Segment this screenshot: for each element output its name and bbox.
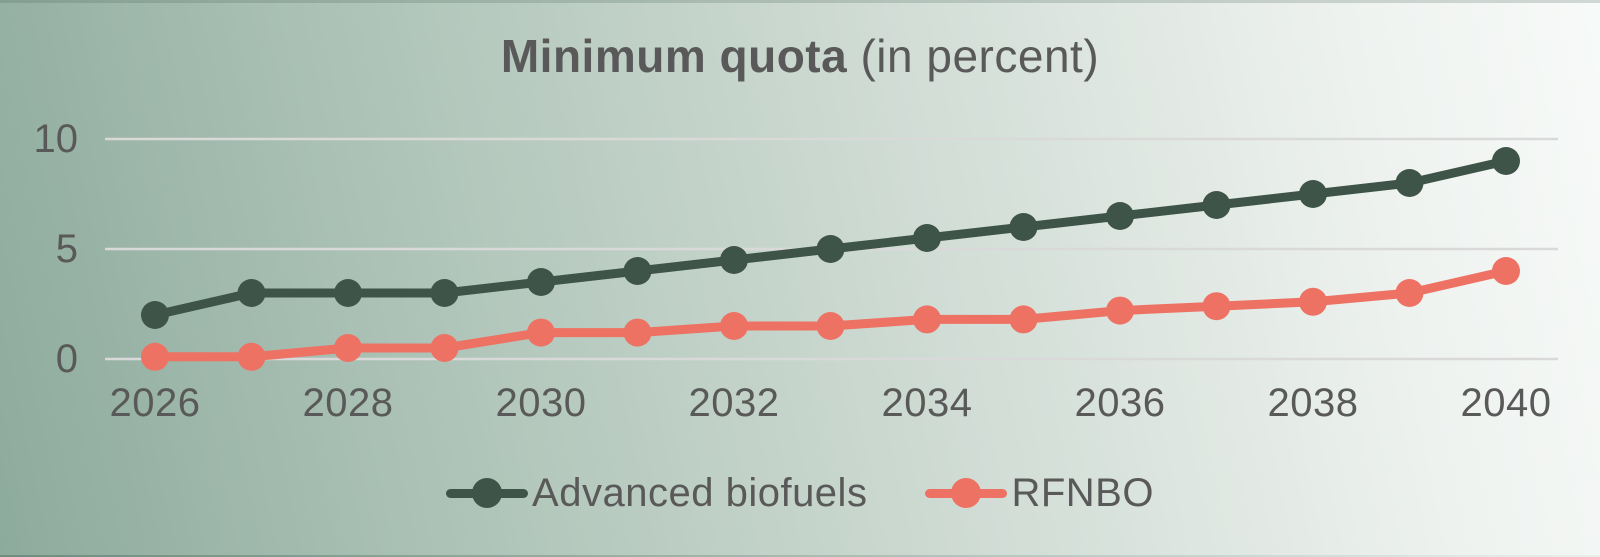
data-point-advanced-biofuels-2031: [623, 257, 652, 285]
data-point-rfnbo-2027: [237, 342, 266, 371]
series-lines: [141, 147, 1520, 371]
data-point-advanced-biofuels-2030: [527, 268, 555, 296]
x-tick-label-2040: 2040: [1460, 381, 1552, 425]
data-point-rfnbo-2029: [430, 334, 459, 362]
data-point-rfnbo-2030: [527, 318, 555, 347]
x-tick-label-2026: 2026: [109, 381, 201, 425]
legend-dot-advanced-biofuels: [472, 478, 503, 508]
legend-item-advanced-biofuels: Advanced biofuels: [446, 468, 867, 518]
data-point-advanced-biofuels-2029: [430, 279, 459, 307]
data-point-rfnbo-2036: [1106, 296, 1134, 325]
y-tick-label-10: 10: [33, 117, 79, 161]
chart-title: Minimum quota (in percent): [0, 26, 1600, 86]
data-point-rfnbo-2026: [141, 342, 169, 371]
data-point-advanced-biofuels-2036: [1106, 202, 1134, 230]
data-point-rfnbo-2028: [334, 334, 362, 362]
data-point-advanced-biofuels-2028: [334, 279, 362, 307]
data-point-advanced-biofuels-2032: [720, 246, 748, 274]
data-point-rfnbo-2037: [1202, 292, 1231, 321]
x-tick-label-2034: 2034: [881, 381, 973, 425]
data-point-advanced-biofuels-2037: [1202, 191, 1231, 219]
chart-title-main: Minimum quota: [500, 30, 848, 82]
data-point-advanced-biofuels-2040: [1492, 147, 1520, 175]
y-tick-label-5: 5: [55, 227, 78, 271]
data-point-rfnbo-2032: [720, 312, 748, 340]
legend-label-advanced-biofuels: Advanced biofuels: [532, 471, 868, 515]
data-point-advanced-biofuels-2039: [1395, 169, 1424, 197]
legend-label-rfnbo: RFNBO: [1011, 471, 1154, 515]
legend-dot-rfnbo: [951, 478, 982, 508]
data-point-rfnbo-2034: [913, 305, 941, 334]
data-point-advanced-biofuels-2026: [141, 301, 169, 329]
y-tick-label-0: 0: [55, 337, 78, 381]
legend-item-rfnbo: RFNBO: [925, 468, 1154, 518]
x-tick-label-2038: 2038: [1267, 381, 1359, 425]
data-point-advanced-biofuels-2035: [1009, 213, 1038, 241]
line-marker-icon: [446, 477, 529, 509]
legend: Advanced biofuels RFNBO: [0, 468, 1600, 518]
x-tick-label-2028: 2028: [302, 381, 394, 425]
data-point-rfnbo-2039: [1395, 279, 1424, 307]
data-point-advanced-biofuels-2038: [1299, 180, 1327, 208]
data-point-advanced-biofuels-2027: [237, 279, 266, 307]
data-point-advanced-biofuels-2033: [816, 235, 845, 263]
data-point-rfnbo-2040: [1492, 257, 1520, 285]
data-point-rfnbo-2035: [1009, 305, 1038, 334]
x-tick-label-2032: 2032: [688, 381, 780, 425]
x-tick-label-2030: 2030: [495, 381, 587, 425]
x-tick-label-2036: 2036: [1074, 381, 1166, 425]
data-point-rfnbo-2033: [816, 312, 845, 340]
chart-title-unit: (in percent): [860, 30, 1100, 82]
data-point-advanced-biofuels-2034: [913, 224, 941, 252]
line-marker-icon: [925, 477, 1008, 509]
data-point-rfnbo-2038: [1299, 287, 1327, 316]
data-point-rfnbo-2031: [623, 318, 652, 347]
